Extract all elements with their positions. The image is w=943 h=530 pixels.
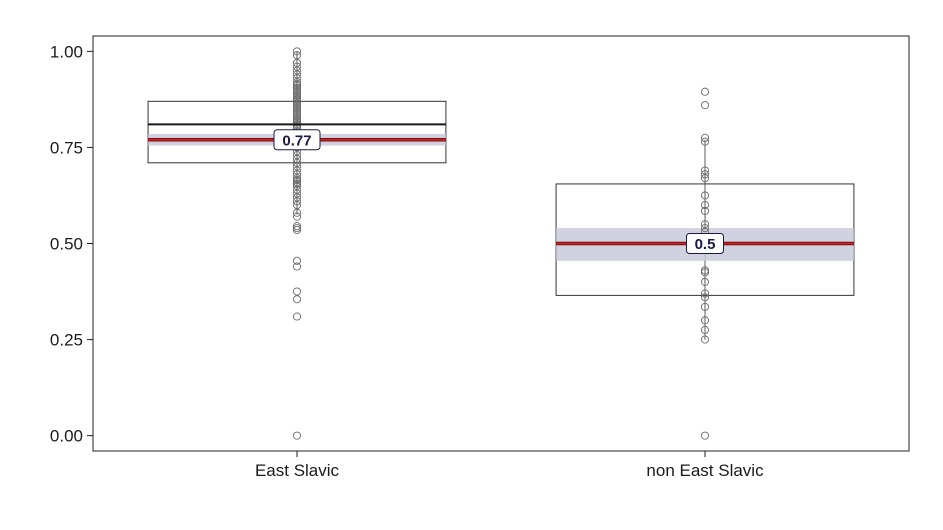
data-point — [700, 302, 710, 311]
data-point — [292, 170, 302, 179]
data-point — [292, 201, 302, 210]
data-point — [292, 93, 302, 102]
data-point — [292, 181, 302, 190]
data-point — [700, 335, 710, 344]
data-point — [700, 289, 710, 298]
data-point — [292, 166, 302, 175]
data-point — [292, 162, 302, 171]
data-point — [700, 325, 710, 335]
data-point — [292, 189, 302, 198]
data-point — [292, 101, 302, 110]
data-point — [700, 137, 710, 146]
data-point — [292, 177, 302, 187]
data-point — [292, 79, 302, 89]
data-point — [292, 312, 302, 321]
y-tick-label: 1.00 — [50, 42, 83, 61]
y-axis: 0.00 0.25 0.50 0.75 1.00 — [50, 42, 93, 446]
data-point — [292, 185, 302, 194]
data-point — [700, 166, 710, 175]
data-point — [292, 104, 302, 114]
data-point — [292, 110, 302, 119]
data-point — [292, 256, 302, 265]
data-point — [292, 208, 302, 217]
data-point — [292, 176, 302, 185]
data-point — [292, 66, 302, 75]
data-point — [292, 85, 302, 94]
data-point — [292, 97, 302, 106]
data-point — [292, 74, 302, 83]
data-point — [700, 174, 710, 183]
data-point — [292, 89, 302, 98]
data-point — [292, 179, 302, 188]
data-point — [292, 70, 302, 79]
data-point — [292, 112, 302, 121]
data-point — [292, 193, 302, 202]
x-category-label: East Slavic — [255, 461, 340, 480]
data-point — [700, 293, 710, 302]
data-point — [700, 206, 710, 215]
data-point — [292, 81, 302, 91]
data-point — [700, 431, 710, 440]
data-point — [292, 106, 302, 115]
data-point — [292, 103, 302, 112]
data-point — [700, 316, 710, 325]
y-tick-label: 0.25 — [50, 331, 83, 350]
data-point — [700, 87, 710, 96]
data-point — [292, 224, 302, 233]
data-point — [292, 197, 302, 206]
data-point — [292, 154, 302, 164]
data-point — [292, 78, 302, 87]
x-category-label: non East Slavic — [646, 461, 764, 480]
data-point — [292, 91, 302, 100]
data-point — [292, 108, 302, 117]
data-point — [700, 277, 710, 286]
data-point — [292, 158, 302, 167]
data-point — [292, 222, 302, 231]
data-point — [292, 151, 302, 160]
data-point — [700, 101, 710, 110]
data-point — [292, 295, 302, 304]
box-group: 0.77 — [147, 47, 447, 440]
y-tick-label: 0.75 — [50, 138, 83, 157]
data-point — [292, 262, 302, 271]
data-point — [700, 133, 710, 142]
data-point — [700, 201, 710, 210]
mean-label-box — [273, 129, 321, 151]
data-point — [700, 266, 710, 275]
data-point — [292, 226, 302, 235]
mean-label: 0.5 — [695, 236, 716, 253]
data-point — [292, 47, 302, 56]
mean-label: 0.77 — [282, 132, 311, 149]
data-point — [700, 268, 710, 277]
data-point — [292, 212, 302, 221]
data-point — [292, 174, 302, 183]
y-tick-label: 0.00 — [50, 427, 83, 446]
data-point — [700, 170, 710, 179]
data-point — [292, 118, 302, 127]
data-point — [292, 431, 302, 440]
data-point — [292, 114, 302, 123]
data-point — [292, 87, 302, 96]
data-point — [292, 287, 302, 296]
data-point — [292, 83, 302, 92]
data-point — [700, 224, 710, 233]
y-tick-label: 0.50 — [50, 235, 83, 254]
data-point — [292, 51, 302, 60]
data-point — [292, 58, 302, 67]
data-point — [292, 99, 302, 108]
mean-label-box — [686, 233, 724, 254]
box-group: 0.5 — [555, 87, 855, 440]
box-groups: 0.77 0.5 — [147, 47, 855, 440]
data-point — [700, 220, 710, 229]
data-point — [292, 62, 302, 71]
data-point — [292, 95, 302, 104]
x-axis: East Slavic non East Slavic — [255, 451, 764, 480]
data-point — [700, 191, 710, 200]
